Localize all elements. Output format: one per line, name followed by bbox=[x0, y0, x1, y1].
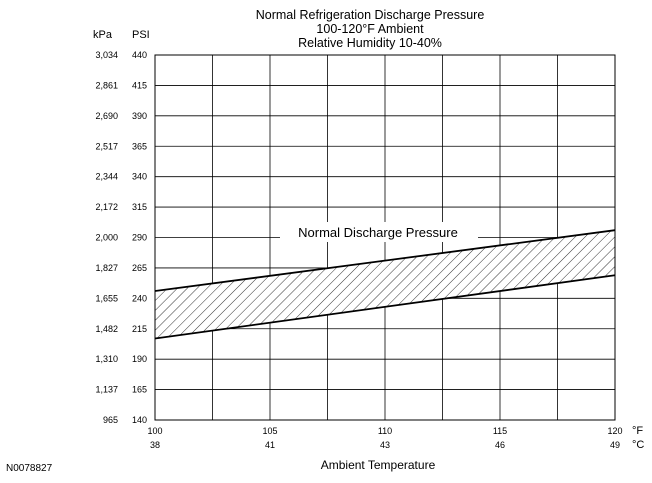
y-axis-ticks: 3,034 440 2,861 415 2,690 390 2,517 365 2,344 340… bbox=[95, 50, 147, 425]
band-hatch-fill bbox=[155, 230, 615, 339]
y-unit-left-label: kPa bbox=[93, 29, 113, 41]
y-tick-kpa-label-7: 1,827 bbox=[95, 263, 118, 273]
y-tick-kpa-label-6: 2,000 bbox=[95, 233, 118, 243]
y-tick-kpa-label-12: 965 bbox=[103, 415, 118, 425]
y-tick-psi-label-12: 140 bbox=[132, 415, 147, 425]
y-tick-psi-label-1: 415 bbox=[132, 80, 147, 90]
title-line-2: 100-120°F Ambient bbox=[316, 22, 424, 36]
x-tick-f-label-0: 100 bbox=[147, 426, 162, 436]
y-tick-psi-label-0: 440 bbox=[132, 50, 147, 60]
y-tick-psi-label-5: 315 bbox=[132, 202, 147, 212]
figure-id: N0078827 bbox=[6, 463, 53, 474]
band-upper-line bbox=[155, 229, 615, 292]
x-unit-secondary-label: °C bbox=[632, 439, 644, 451]
y-unit-right-label: PSI bbox=[132, 29, 150, 41]
x-axis-ticks: 100 38 105 41 110 43 115 46 120 49 bbox=[147, 426, 622, 450]
y-tick-kpa-label-5: 2,172 bbox=[95, 202, 118, 212]
y-tick-psi-label-11: 165 bbox=[132, 385, 147, 395]
x-unit-primary-label: °F bbox=[632, 425, 643, 437]
title-line-3: Relative Humidity 10-40% bbox=[298, 36, 442, 50]
x-tick-c-label-3: 46 bbox=[495, 440, 505, 450]
y-tick-kpa-label-8: 1,655 bbox=[95, 293, 118, 303]
y-tick-psi-label-9: 215 bbox=[132, 324, 147, 334]
x-tick-c-label-0: 38 bbox=[150, 440, 160, 450]
y-tick-kpa-label-1: 2,861 bbox=[95, 80, 118, 90]
y-tick-kpa-label-2: 2,690 bbox=[95, 111, 118, 121]
y-tick-kpa-label-9: 1,482 bbox=[95, 324, 118, 334]
plot-frame bbox=[154, 54, 616, 421]
y-tick-psi-label-6: 290 bbox=[132, 233, 147, 243]
x-axis-title: Ambient Temperature bbox=[321, 458, 436, 472]
band-lower-line bbox=[155, 274, 615, 340]
x-tick-f-label-4: 120 bbox=[607, 426, 622, 436]
y-tick-psi-label-10: 190 bbox=[132, 354, 147, 364]
x-tick-f-label-3: 115 bbox=[493, 426, 507, 436]
y-tick-psi-label-4: 340 bbox=[132, 172, 147, 182]
y-tick-kpa-label-0: 3,034 bbox=[95, 50, 118, 60]
y-tick-psi-label-3: 365 bbox=[132, 141, 147, 151]
y-tick-kpa-label-3: 2,517 bbox=[95, 141, 118, 151]
y-tick-psi-label-7: 265 bbox=[132, 263, 147, 273]
x-tick-c-label-2: 43 bbox=[380, 440, 390, 450]
chart-title: Normal Refrigeration Discharge Pressure … bbox=[256, 8, 485, 50]
band-label-bg bbox=[280, 222, 478, 242]
x-tick-c-label-4: 49 bbox=[610, 440, 620, 450]
y-tick-kpa-label-10: 1,310 bbox=[95, 354, 118, 364]
y-tick-kpa-label-4: 2,344 bbox=[95, 172, 118, 182]
y-tick-kpa-label-11: 1,137 bbox=[95, 385, 118, 395]
y-tick-psi-label-2: 390 bbox=[132, 111, 147, 121]
normal-pressure-band bbox=[155, 229, 615, 340]
x-tick-f-label-2: 110 bbox=[378, 426, 392, 436]
y-tick-psi-label-8: 240 bbox=[132, 293, 147, 303]
x-tick-f-label-1: 105 bbox=[262, 426, 277, 436]
band-label: Normal Discharge Pressure bbox=[298, 225, 458, 240]
x-tick-c-label-1: 41 bbox=[265, 440, 275, 450]
title-line-1: Normal Refrigeration Discharge Pressure bbox=[256, 8, 485, 22]
